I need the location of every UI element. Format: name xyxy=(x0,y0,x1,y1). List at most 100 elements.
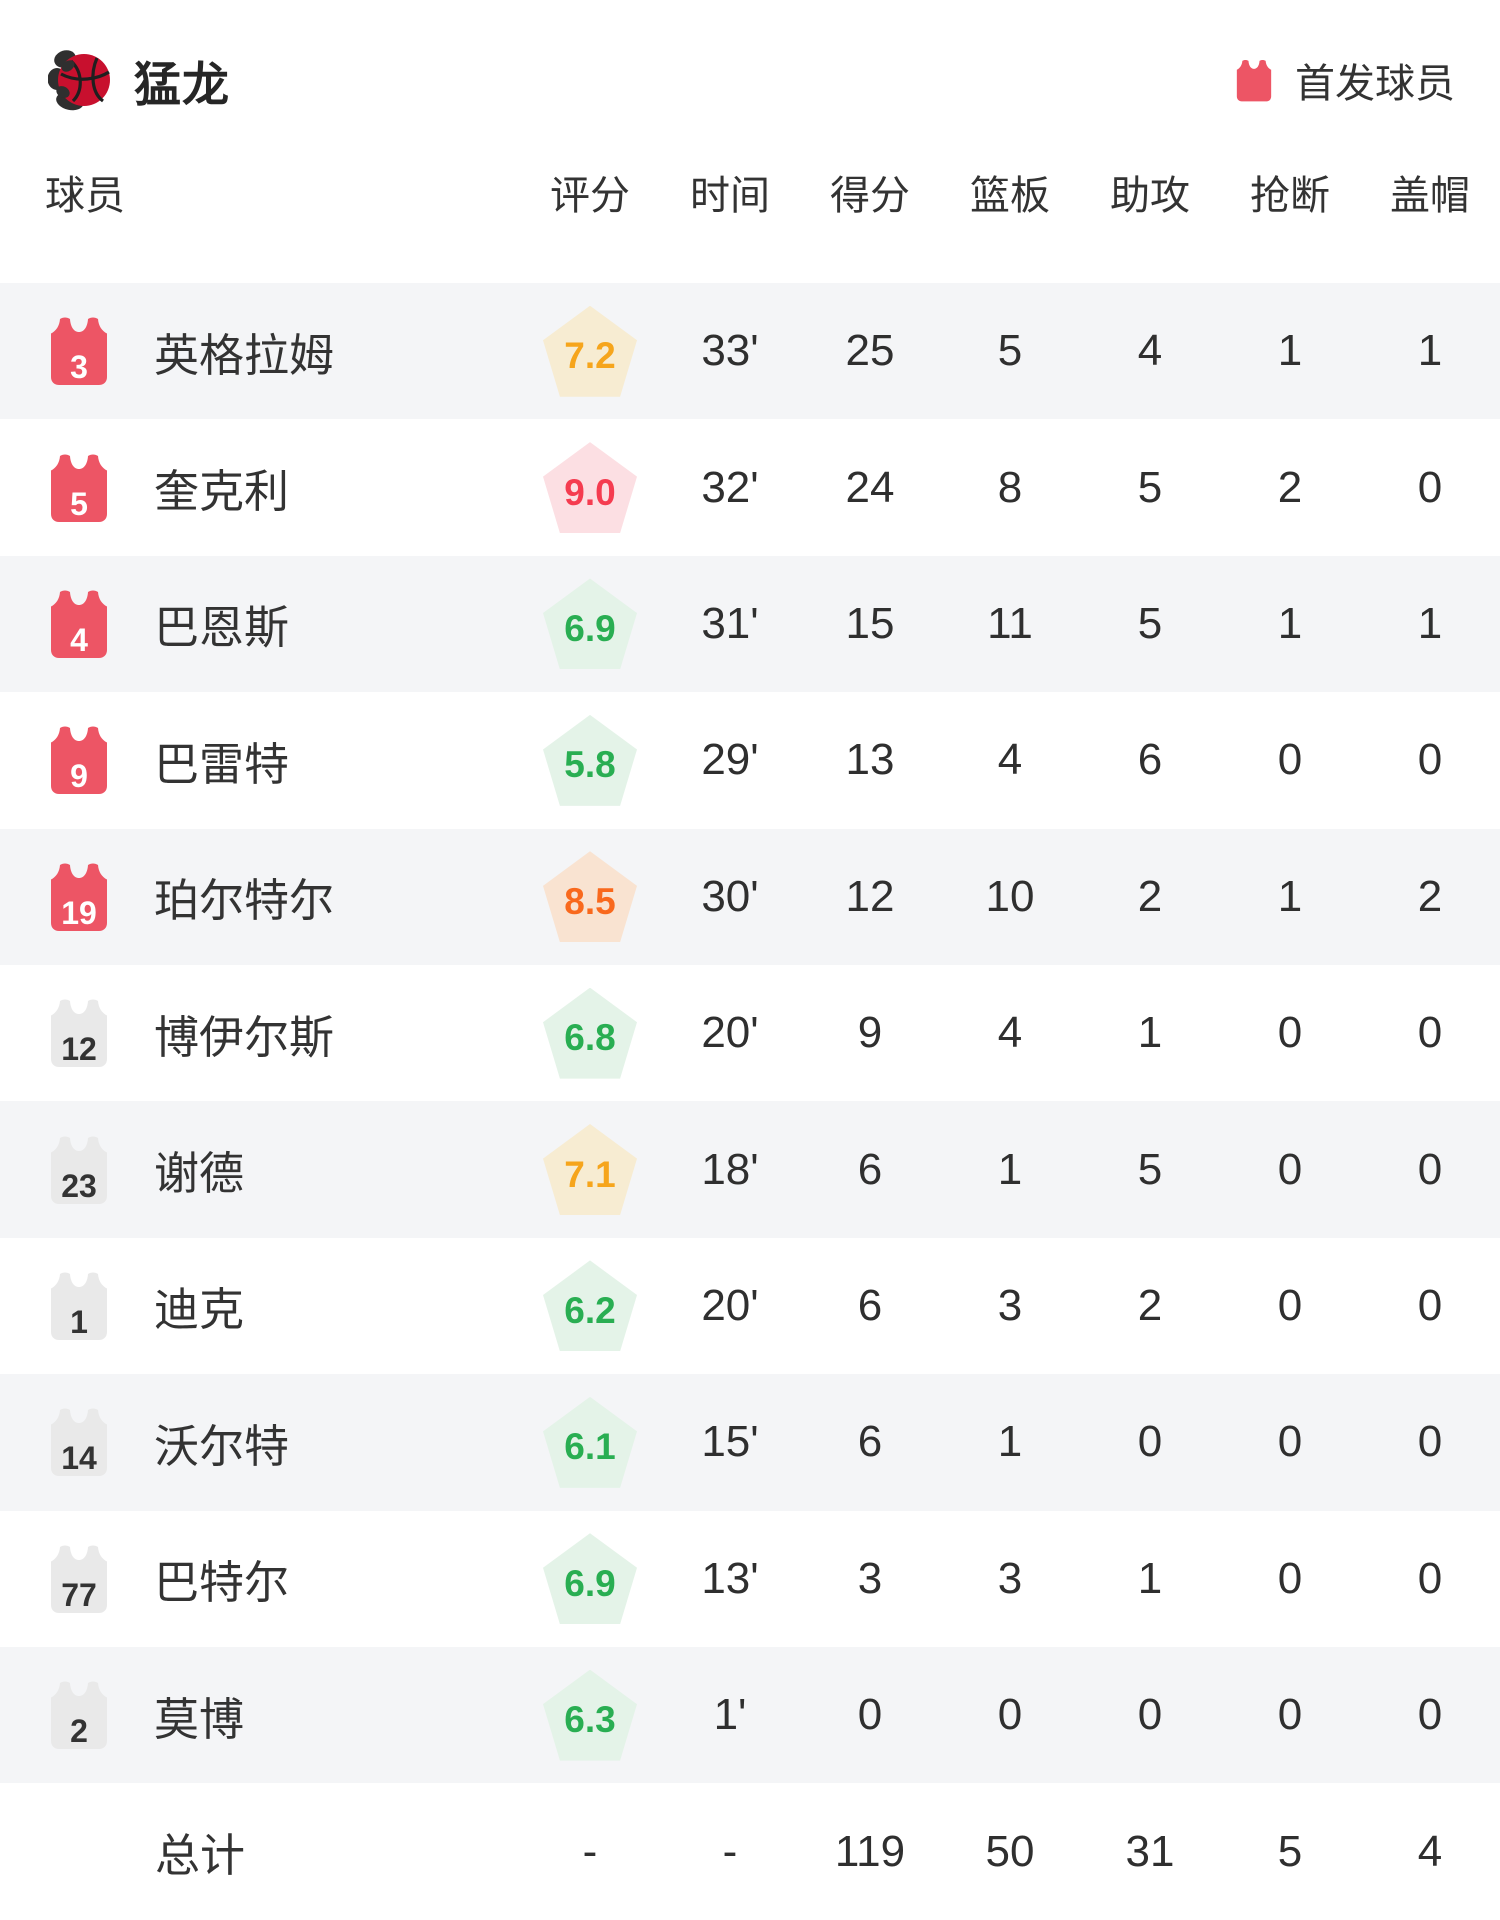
totals-rebounds: 50 xyxy=(985,1826,1035,1876)
starter-jersey-icon xyxy=(1235,59,1273,102)
team-name: 猛龙 xyxy=(134,57,230,111)
rating-badge: 7.2 xyxy=(543,305,637,397)
stat-points: 6 xyxy=(857,1417,883,1467)
player-row[interactable]: 12 博伊尔斯 6.8 20' 9 4 1 0 0 xyxy=(0,965,1500,1101)
stat-rebounds: 3 xyxy=(997,1553,1023,1603)
rating-cell: 7.1 xyxy=(520,1124,660,1216)
rating-cell: 7.2 xyxy=(520,305,660,397)
rating-cell: 6.9 xyxy=(520,1533,660,1625)
rating-badge: 7.1 xyxy=(543,1124,637,1216)
stat-points: 0 xyxy=(857,1690,883,1740)
player-name: 英格拉姆 xyxy=(154,329,335,381)
rating-badge: 9.0 xyxy=(543,442,637,534)
rating-badge: 6.9 xyxy=(543,578,637,670)
player-cell: 4 巴恩斯 xyxy=(0,589,520,659)
stat-steals: 0 xyxy=(1277,1553,1303,1603)
starter-jersey-number-icon: 9 xyxy=(48,725,110,795)
stat-steals: 1 xyxy=(1277,326,1303,376)
svg-text:12: 12 xyxy=(61,1031,97,1067)
stat-blocks: 0 xyxy=(1417,1008,1443,1058)
stat-steals: 2 xyxy=(1277,462,1303,512)
player-name: 谢德 xyxy=(154,1148,245,1200)
player-name: 巴雷特 xyxy=(154,738,290,790)
stat-steals: 0 xyxy=(1277,1417,1303,1467)
stat-minutes: 1' xyxy=(713,1690,747,1740)
player-table-body: 3 英格拉姆 7.2 33' 25 5 4 1 1 5 奎克利 9.0 32' … xyxy=(0,283,1500,1784)
rating-cell: 6.8 xyxy=(520,987,660,1079)
stat-assists: 0 xyxy=(1137,1690,1163,1740)
player-name: 迪克 xyxy=(154,1284,245,1336)
player-cell: 12 博伊尔斯 xyxy=(0,998,520,1068)
stat-assists: 1 xyxy=(1137,1008,1163,1058)
bench-jersey-number-icon: 1 xyxy=(48,1271,110,1341)
player-cell: 19 珀尔特尔 xyxy=(0,862,520,932)
stat-steals: 0 xyxy=(1277,1144,1303,1194)
player-row[interactable]: 19 珀尔特尔 8.5 30' 12 10 2 1 2 xyxy=(0,828,1500,965)
column-assists: 助攻 xyxy=(1110,174,1190,218)
stat-blocks: 0 xyxy=(1417,1553,1443,1603)
totals-minutes: - xyxy=(722,1826,738,1876)
team-block: 猛龙 xyxy=(47,46,230,115)
rating-badge: 6.3 xyxy=(543,1669,637,1761)
stat-blocks: 0 xyxy=(1417,462,1443,512)
player-row[interactable]: 1 迪克 6.2 20' 6 3 2 0 0 xyxy=(0,1238,1500,1374)
player-cell: 5 奎克利 xyxy=(0,453,520,523)
rating-badge: 6.8 xyxy=(543,987,637,1079)
player-cell: 77 巴特尔 xyxy=(0,1544,520,1614)
svg-text:77: 77 xyxy=(61,1577,97,1613)
stat-rebounds: 10 xyxy=(985,871,1035,921)
stat-assists: 0 xyxy=(1137,1417,1163,1467)
bench-jersey-number-icon: 14 xyxy=(48,1407,110,1477)
stat-blocks: 0 xyxy=(1417,735,1443,785)
bench-jersey-number-icon: 2 xyxy=(48,1680,110,1750)
player-row[interactable]: 77 巴特尔 6.9 13' 3 3 1 0 0 xyxy=(0,1511,1500,1647)
starters-legend-label: 首发球员 xyxy=(1295,62,1455,106)
player-row[interactable]: 9 巴雷特 5.8 29' 13 4 6 0 0 xyxy=(0,692,1500,828)
rating-cell: 6.1 xyxy=(520,1396,660,1488)
stat-points: 6 xyxy=(857,1144,883,1194)
player-row[interactable]: 4 巴恩斯 6.9 31' 15 11 5 1 1 xyxy=(0,555,1500,693)
svg-text:2: 2 xyxy=(70,1713,88,1749)
stat-points: 13 xyxy=(845,735,895,785)
stat-steals: 0 xyxy=(1277,1690,1303,1740)
stat-points: 25 xyxy=(845,326,895,376)
stat-blocks: 0 xyxy=(1417,1144,1443,1194)
player-row[interactable]: 5 奎克利 9.0 32' 24 8 5 2 0 xyxy=(0,419,1500,555)
rating-cell: 6.3 xyxy=(520,1669,660,1761)
stat-steals: 1 xyxy=(1277,598,1303,648)
rating-badge: 5.8 xyxy=(543,714,637,806)
totals-assists: 31 xyxy=(1125,1826,1175,1876)
stat-steals: 1 xyxy=(1277,871,1303,921)
stat-assists: 5 xyxy=(1137,1144,1163,1194)
svg-text:23: 23 xyxy=(61,1168,97,1204)
stat-blocks: 0 xyxy=(1417,1280,1443,1330)
player-row[interactable]: 2 莫博 6.3 1' 0 0 0 0 0 xyxy=(0,1646,1500,1784)
stat-rebounds: 5 xyxy=(997,326,1023,376)
stat-assists: 2 xyxy=(1137,871,1163,921)
starters-legend: 首发球员 xyxy=(1235,51,1455,109)
player-name: 博伊尔斯 xyxy=(154,1011,335,1063)
player-cell: 9 巴雷特 xyxy=(0,725,520,795)
rating-badge: 6.2 xyxy=(543,1260,637,1352)
totals-steals: 5 xyxy=(1277,1826,1303,1876)
stat-rebounds: 1 xyxy=(997,1417,1023,1467)
totals-points: 119 xyxy=(834,1826,906,1876)
player-row[interactable]: 23 谢德 7.1 18' 6 1 5 0 0 xyxy=(0,1101,1500,1238)
stat-assists: 2 xyxy=(1137,1280,1163,1330)
svg-text:3: 3 xyxy=(70,349,88,385)
stat-blocks: 0 xyxy=(1417,1690,1443,1740)
column-blocks: 盖帽 xyxy=(1390,174,1470,218)
player-row[interactable]: 3 英格拉姆 7.2 33' 25 5 4 1 1 xyxy=(0,283,1500,420)
player-name: 沃尔特 xyxy=(154,1420,290,1472)
player-cell: 2 莫博 xyxy=(0,1680,520,1750)
stat-blocks: 0 xyxy=(1417,1417,1443,1467)
stat-points: 15 xyxy=(845,598,895,648)
svg-text:14: 14 xyxy=(61,1440,97,1476)
player-name: 奎克利 xyxy=(154,466,290,518)
stat-minutes: 30' xyxy=(701,871,759,921)
stat-minutes: 33' xyxy=(701,326,759,376)
svg-text:9: 9 xyxy=(70,758,88,794)
player-row[interactable]: 14 沃尔特 6.1 15' 6 1 0 0 0 xyxy=(0,1374,1500,1511)
player-name: 巴特尔 xyxy=(154,1557,290,1609)
rating-cell: 6.2 xyxy=(520,1260,660,1352)
